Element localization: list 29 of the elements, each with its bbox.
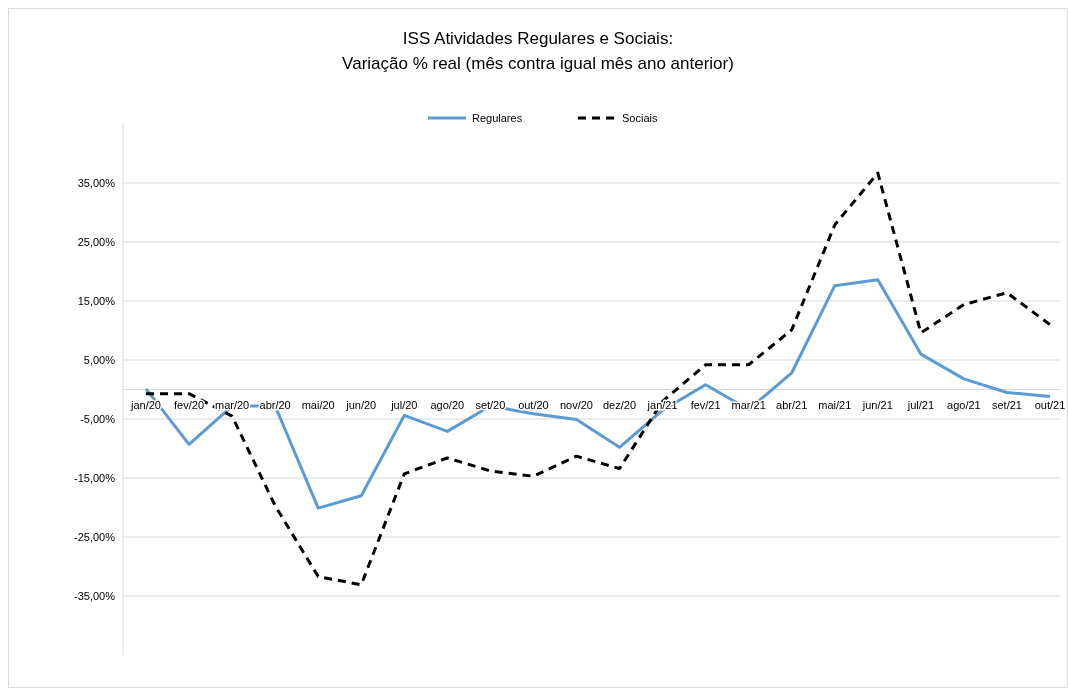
x-tick-label: out/20 <box>518 398 549 411</box>
legend-label: Regulares <box>472 111 523 124</box>
y-tick-label: -15,00% <box>74 471 116 484</box>
x-tick-label: abr/20 <box>259 398 291 411</box>
y-tick-label: -25,00% <box>74 530 116 543</box>
y-tick-label: -5,00% <box>80 412 116 425</box>
y-tick-label: 5,00% <box>83 353 116 366</box>
x-tick-label: jun/21 <box>861 398 893 411</box>
x-tick-label: jul/21 <box>906 398 935 411</box>
x-tick-label: mai/21 <box>818 398 852 411</box>
chart-title: ISS Atividades Regulares e Sociais: <box>402 29 674 48</box>
y-tick-label: 25,00% <box>77 235 116 248</box>
x-tick-label: abr/21 <box>776 398 808 411</box>
x-tick-label: jul/20 <box>390 398 418 411</box>
y-tick-label: 15,00% <box>77 294 116 307</box>
x-tick-label: nov/20 <box>559 398 593 411</box>
x-tick-label: jun/20 <box>345 398 377 411</box>
y-tick-label: -35,00% <box>74 589 116 602</box>
x-tick-label: dez/20 <box>603 398 637 411</box>
x-tick-label: mai/20 <box>301 398 335 411</box>
x-tick-label: ago/21 <box>947 398 981 411</box>
chart-subtitle: Variação % real (mês contra igual mês ano anterior) <box>342 54 734 73</box>
x-tick-label: ago/20 <box>430 398 465 411</box>
y-tick-label: 35,00% <box>77 176 116 189</box>
x-tick-label: fev/20 <box>174 398 205 411</box>
x-tick-label: out/21 <box>1034 398 1066 411</box>
x-tick-label: set/21 <box>991 398 1022 411</box>
legend-label: Sociais <box>622 111 658 124</box>
x-tick-label: fev/21 <box>690 398 721 411</box>
